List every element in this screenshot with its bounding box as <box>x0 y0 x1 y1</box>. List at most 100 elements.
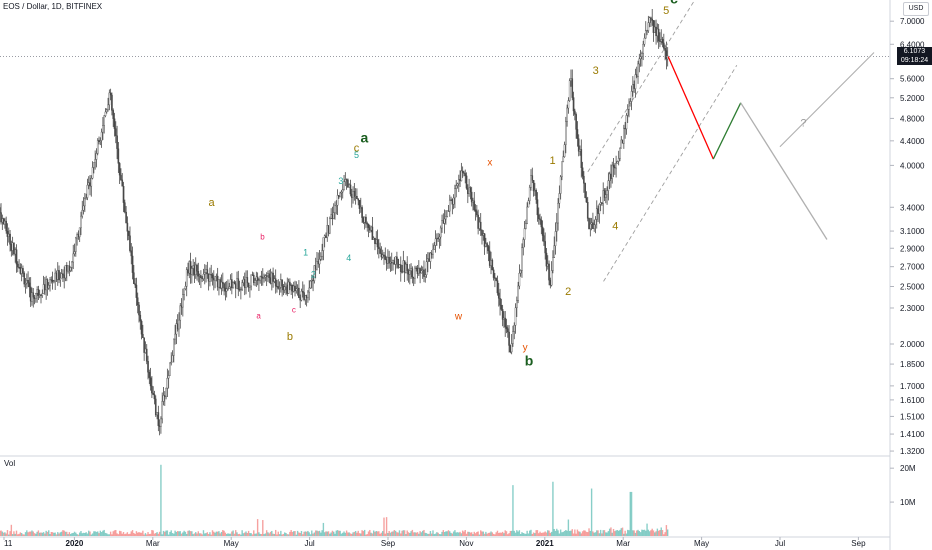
candle-body <box>447 210 450 212</box>
candle-body <box>359 207 362 209</box>
volume-bar <box>60 531 63 536</box>
volume-bar <box>305 531 308 536</box>
volume-bar <box>469 532 472 536</box>
volume-bar <box>224 532 227 536</box>
volume-bar <box>14 533 16 536</box>
volume-bar <box>666 529 669 536</box>
volume-bar <box>229 533 232 536</box>
volume-bar <box>508 533 510 536</box>
wave-label: 2 <box>311 269 316 279</box>
candle-body <box>332 212 335 219</box>
candle-body <box>641 53 643 57</box>
candle-body <box>606 190 608 195</box>
volume-bar <box>407 532 410 536</box>
volume-bar <box>526 530 528 536</box>
candle-body <box>93 162 95 168</box>
price-tick-label: 2.3000 <box>900 304 925 313</box>
candle-body <box>182 294 184 308</box>
volume-bar <box>218 531 220 536</box>
candle-body <box>274 278 277 287</box>
volume-bar <box>632 530 634 536</box>
candle-body <box>330 214 332 219</box>
volume-bar <box>409 533 411 536</box>
candle-body <box>352 191 354 198</box>
volume-bar <box>429 531 432 536</box>
volume-bar <box>249 533 251 536</box>
candle-body <box>197 271 200 277</box>
volume-bar <box>400 533 402 536</box>
candle-body <box>446 210 448 217</box>
candle-body <box>478 221 481 229</box>
candle-body <box>546 263 549 267</box>
volume-bar <box>45 530 47 536</box>
volume-bar <box>295 534 298 536</box>
volume-bar <box>242 533 245 536</box>
candle-body <box>567 100 570 109</box>
candle-body <box>78 227 81 238</box>
volume-bar <box>637 529 639 536</box>
candle-body <box>660 39 663 42</box>
volume-bar <box>75 532 77 536</box>
candle-body <box>114 128 117 136</box>
candle-body <box>612 164 615 168</box>
currency-unit-badge[interactable]: USD <box>903 2 929 16</box>
candle-body <box>358 199 361 209</box>
volume-bar <box>391 531 393 536</box>
volume-bar <box>80 531 82 536</box>
candle-body <box>625 115 628 130</box>
volume-bar <box>465 533 468 536</box>
candle-body <box>370 226 372 231</box>
volume-bar <box>661 530 664 536</box>
volume-bar <box>418 533 420 536</box>
candle-body <box>603 190 606 198</box>
volume-bar <box>255 533 258 536</box>
candle-body <box>232 282 234 289</box>
volume-bar <box>48 530 50 536</box>
volume-bar <box>272 533 274 536</box>
time-axis-ticks: 11 2020 Mar May Jul Sep Nov 2021 Mar May Jul Sep <box>3 537 866 548</box>
volume-bar <box>153 533 156 536</box>
candle-body <box>338 195 340 198</box>
candles <box>0 9 669 436</box>
candle-body <box>161 401 164 420</box>
volume-bar <box>401 530 403 536</box>
candle-body <box>192 265 194 269</box>
candle-body <box>527 200 530 208</box>
candle-body <box>540 219 543 228</box>
volume-bar <box>268 533 270 536</box>
candle-body <box>154 398 157 416</box>
volume-bar <box>593 532 595 536</box>
candle-body <box>111 94 113 111</box>
volume-bar <box>22 534 24 536</box>
candle-body <box>644 30 647 39</box>
candle-body <box>388 256 390 264</box>
candle-body <box>298 287 300 298</box>
candle-body <box>634 74 637 89</box>
volume-bar <box>276 534 278 536</box>
candle-body <box>15 249 18 265</box>
candle-body <box>238 288 241 291</box>
candle-body <box>174 333 176 340</box>
volume-bar <box>371 533 374 536</box>
candle-body <box>362 217 365 223</box>
candle-body <box>286 284 289 294</box>
volume-bar <box>481 531 483 536</box>
candle-body <box>405 264 407 273</box>
volume-bar <box>179 531 181 536</box>
volume-bar <box>174 530 176 536</box>
volume-bar <box>197 531 200 536</box>
candle-body <box>273 278 276 282</box>
candle-body <box>143 337 145 353</box>
volume-bar <box>33 533 36 536</box>
candle-body <box>7 233 10 237</box>
candle-body <box>31 292 33 302</box>
candle-body <box>568 80 571 101</box>
candle-body <box>104 111 107 116</box>
candle-body <box>509 345 512 353</box>
candle-body <box>84 198 86 207</box>
volume-bar <box>322 522 325 536</box>
candle-body <box>212 277 215 281</box>
candle-body <box>246 277 249 284</box>
volume-bar <box>317 531 319 536</box>
